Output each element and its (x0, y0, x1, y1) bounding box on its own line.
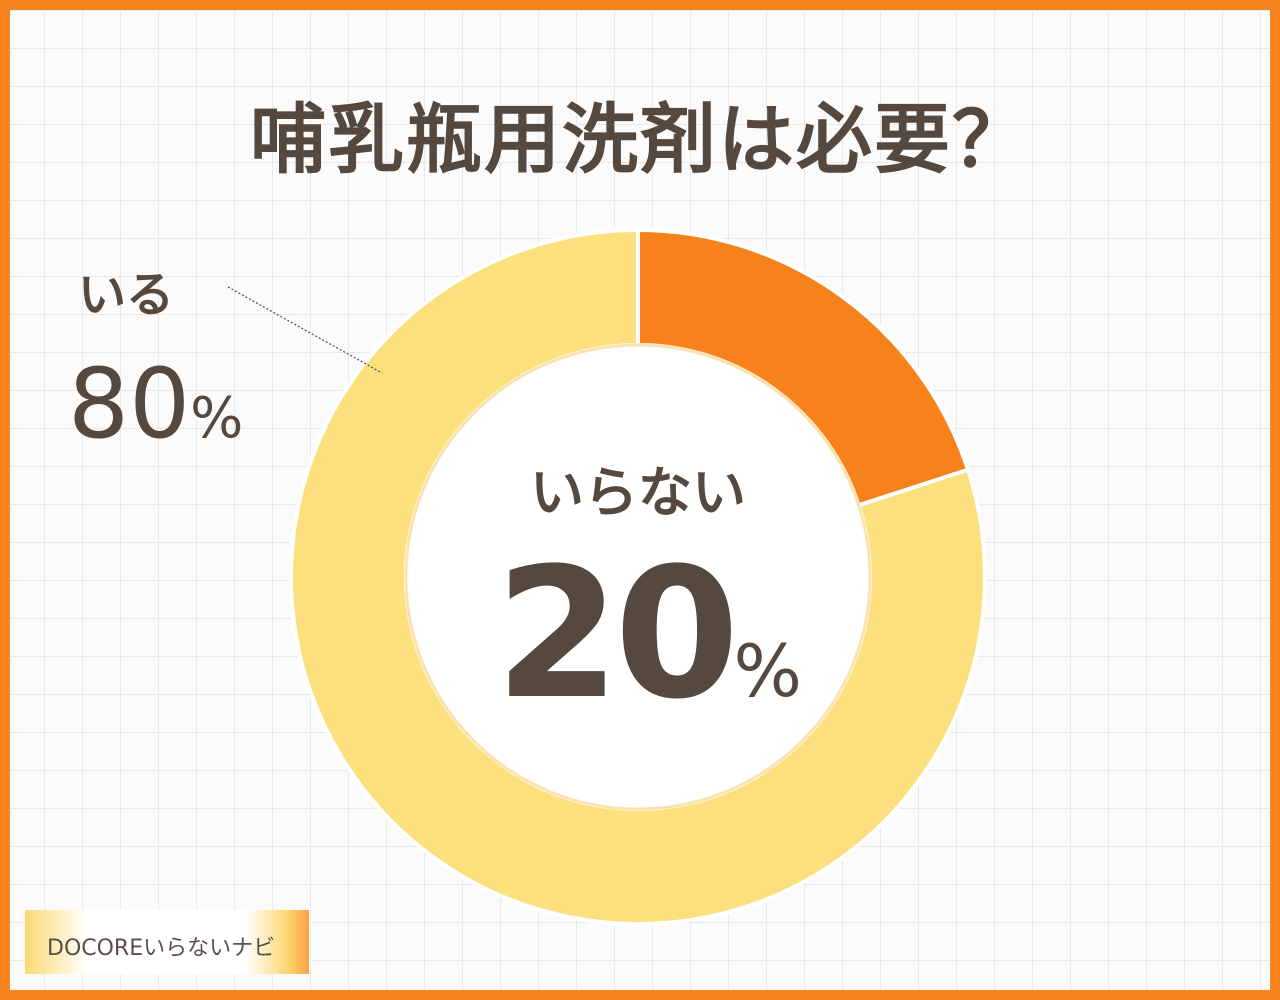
logo: DOCOREいらないナビ (25, 910, 309, 974)
donut-hole (404, 343, 872, 811)
logo-text: DOCOREいらないナビ (47, 936, 276, 961)
label-iru-name: いる (78, 267, 175, 323)
label-iranai-name: いらない (530, 461, 746, 524)
value-20: 20 (495, 530, 739, 739)
leader-line (227, 286, 383, 374)
chart-title: 哺乳瓶用洗剤は必要？ (250, 95, 1030, 184)
percent-unit: % (190, 386, 244, 451)
label-iranai-value: 20% (495, 530, 802, 739)
percent-unit: % (733, 629, 802, 713)
label-iru-value: 80% (68, 348, 243, 460)
value-80: 80 (68, 348, 191, 460)
